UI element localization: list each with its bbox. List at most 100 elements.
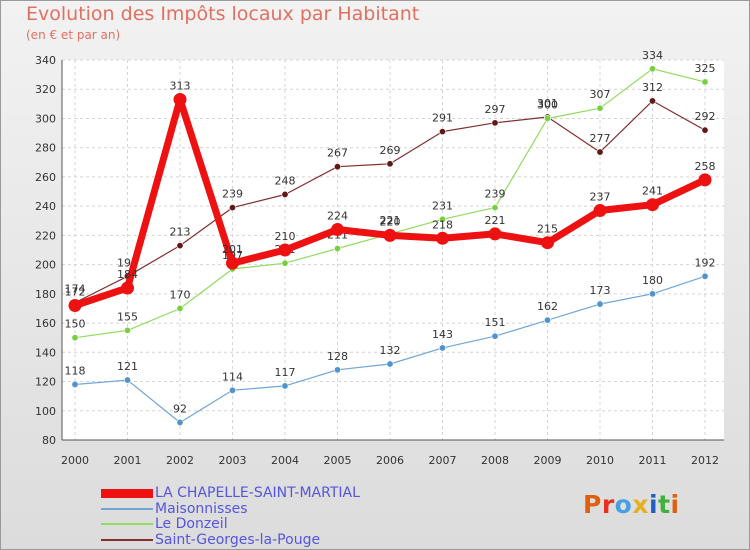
data-label-saint-georges-la-pouge: 239 bbox=[222, 188, 243, 201]
data-point-saint-georges-la-pouge bbox=[438, 128, 446, 136]
y-tick-label: 320 bbox=[35, 83, 56, 96]
data-point-maisonnisses bbox=[491, 332, 499, 340]
data-point-la-chapelle-saint-martial bbox=[226, 256, 239, 270]
data-point-la-chapelle-saint-martial bbox=[593, 204, 607, 218]
logo-letter: P bbox=[583, 490, 602, 519]
data-label-la-chapelle-saint-martial: 210 bbox=[275, 230, 296, 243]
data-label-saint-georges-la-pouge: 248 bbox=[275, 174, 296, 187]
data-label-le-donzeil: 300 bbox=[537, 98, 558, 111]
data-label-maisonnisses: 121 bbox=[117, 360, 138, 373]
data-label-la-chapelle-saint-martial: 201 bbox=[222, 243, 243, 256]
data-point-le-donzeil bbox=[596, 104, 604, 112]
legend-swatch bbox=[101, 523, 153, 525]
x-tick-label: 2000 bbox=[61, 454, 89, 467]
data-label-le-donzeil: 307 bbox=[590, 88, 611, 101]
data-point-maisonnisses bbox=[333, 366, 341, 374]
data-point-maisonnisses bbox=[229, 386, 237, 394]
data-label-la-chapelle-saint-martial: 221 bbox=[485, 214, 506, 227]
y-tick-label: 260 bbox=[35, 171, 56, 184]
data-point-le-donzeil bbox=[648, 65, 656, 73]
x-tick-label: 2001 bbox=[114, 454, 142, 467]
data-label-maisonnisses: 162 bbox=[537, 300, 558, 313]
data-point-saint-georges-la-pouge bbox=[333, 163, 341, 171]
data-point-le-donzeil bbox=[438, 215, 446, 223]
logo-letter: i bbox=[649, 490, 659, 519]
data-point-le-donzeil bbox=[543, 114, 551, 122]
data-point-maisonnisses bbox=[71, 380, 79, 388]
y-tick-label: 300 bbox=[35, 112, 56, 125]
data-label-maisonnisses: 118 bbox=[65, 364, 86, 377]
logo-letter: t bbox=[658, 490, 671, 519]
x-tick-label: 2009 bbox=[534, 454, 562, 467]
data-point-maisonnisses bbox=[176, 418, 184, 426]
data-point-saint-georges-la-pouge bbox=[648, 97, 656, 105]
data-point-la-chapelle-saint-martial bbox=[278, 243, 292, 257]
legend-item-maisonnisses: Maisonnisses bbox=[101, 501, 248, 517]
y-tick-label: 340 bbox=[35, 54, 56, 67]
data-label-la-chapelle-saint-martial: 224 bbox=[327, 210, 348, 223]
data-label-saint-georges-la-pouge: 297 bbox=[485, 103, 506, 116]
data-label-le-donzeil: 325 bbox=[695, 62, 716, 75]
data-point-la-chapelle-saint-martial bbox=[331, 223, 344, 237]
y-tick-label: 200 bbox=[35, 259, 56, 272]
data-point-le-donzeil bbox=[333, 245, 341, 253]
y-tick-label: 120 bbox=[35, 376, 56, 389]
data-point-la-chapelle-saint-martial bbox=[541, 236, 554, 250]
data-point-la-chapelle-saint-martial bbox=[121, 281, 134, 295]
data-point-maisonnisses bbox=[124, 376, 132, 384]
data-point-maisonnisses bbox=[543, 316, 551, 324]
legend-label: Le Donzeil bbox=[155, 516, 228, 532]
data-point-saint-georges-la-pouge bbox=[281, 190, 289, 198]
legend-swatch bbox=[101, 488, 153, 498]
data-point-la-chapelle-saint-martial bbox=[173, 92, 187, 106]
data-label-la-chapelle-saint-martial: 258 bbox=[695, 160, 716, 173]
data-label-saint-georges-la-pouge: 213 bbox=[170, 226, 191, 239]
data-label-saint-georges-la-pouge: 277 bbox=[590, 132, 611, 145]
data-label-saint-georges-la-pouge: 291 bbox=[432, 112, 453, 125]
proxiti-logo: Proxiti bbox=[583, 490, 680, 519]
logo-letter: x bbox=[632, 490, 649, 519]
legend-label: Maisonnisses bbox=[155, 500, 248, 517]
data-label-le-donzeil: 231 bbox=[432, 199, 453, 212]
legend-label: LA CHAPELLE-SAINT-MARTIAL bbox=[155, 485, 360, 501]
data-label-la-chapelle-saint-martial: 220 bbox=[380, 215, 401, 228]
legend-item-le-donzeil: Le Donzeil bbox=[101, 516, 228, 532]
plot-area bbox=[62, 60, 724, 440]
x-tick-label: 2004 bbox=[271, 454, 299, 467]
data-label-la-chapelle-saint-martial: 172 bbox=[65, 286, 86, 299]
data-label-maisonnisses: 132 bbox=[380, 344, 401, 357]
y-tick-label: 240 bbox=[35, 200, 56, 213]
legend-label: Saint-Georges-la-Pouge bbox=[155, 531, 321, 548]
data-label-saint-georges-la-pouge: 301 bbox=[537, 97, 558, 110]
data-point-maisonnisses bbox=[281, 382, 289, 390]
data-label-maisonnisses: 128 bbox=[327, 350, 348, 363]
data-label-maisonnisses: 114 bbox=[222, 370, 243, 383]
data-label-la-chapelle-saint-martial: 218 bbox=[432, 218, 453, 231]
data-label-la-chapelle-saint-martial: 313 bbox=[170, 79, 191, 92]
data-label-le-donzeil: 170 bbox=[170, 288, 191, 301]
legend-swatch bbox=[101, 538, 153, 541]
data-label-la-chapelle-saint-martial: 184 bbox=[117, 268, 138, 281]
data-label-maisonnisses: 117 bbox=[275, 366, 296, 379]
legend-item-saint-georges-la-pouge: Saint-Georges-la-Pouge bbox=[101, 532, 320, 548]
data-point-maisonnisses bbox=[648, 290, 656, 298]
data-point-le-donzeil bbox=[701, 78, 709, 86]
data-label-maisonnisses: 180 bbox=[642, 274, 663, 287]
y-tick-label: 160 bbox=[35, 317, 56, 330]
y-tick-label: 180 bbox=[35, 288, 56, 301]
x-tick-label: 2012 bbox=[691, 454, 719, 467]
data-label-le-donzeil: 334 bbox=[642, 49, 663, 62]
chart-title: Evolution des Impôts locaux par Habitant bbox=[26, 3, 420, 25]
logo-letter: i bbox=[670, 490, 680, 519]
x-tick-label: 2011 bbox=[639, 454, 667, 467]
data-point-la-chapelle-saint-martial bbox=[383, 228, 397, 242]
x-tick-label: 2010 bbox=[586, 454, 614, 467]
data-point-saint-georges-la-pouge bbox=[176, 242, 184, 250]
data-label-saint-georges-la-pouge: 292 bbox=[695, 110, 716, 123]
data-label-maisonnisses: 173 bbox=[590, 284, 611, 297]
data-label-saint-georges-la-pouge: 267 bbox=[327, 147, 348, 160]
x-tick-label: 2007 bbox=[429, 454, 457, 467]
data-label-la-chapelle-saint-martial: 241 bbox=[642, 185, 663, 198]
legend-item-la-chapelle-saint-martial: LA CHAPELLE-SAINT-MARTIAL bbox=[101, 485, 360, 501]
data-point-maisonnisses bbox=[596, 300, 604, 308]
